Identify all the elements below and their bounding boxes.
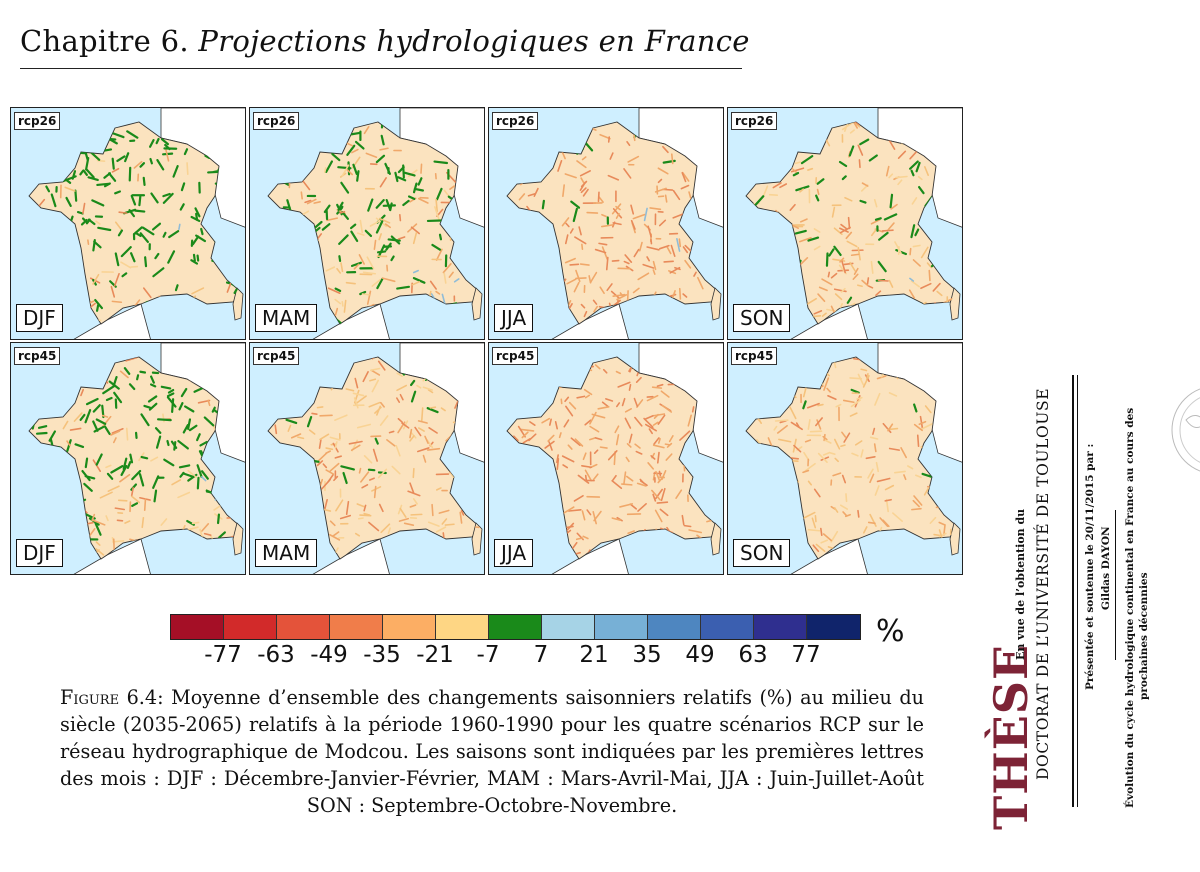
season-label: DJF — [16, 539, 63, 567]
university-seal-icon — [1171, 388, 1200, 472]
colorbar-swatch — [436, 615, 489, 639]
river-map-rcp26-jja: rcp26 JJA — [488, 107, 724, 340]
cover-rule — [1072, 375, 1074, 807]
cover-presented: Présentée et soutenue le 20/11/2015 par … — [1084, 443, 1096, 690]
colorbar-swatch — [489, 615, 542, 639]
chapter-title: Projections hydrologiques en France — [198, 24, 750, 58]
caption-text: Moyenne d’ensemble des changements saiso… — [60, 686, 924, 817]
colorbar-swatch — [595, 615, 648, 639]
cover-rule-thin — [1077, 375, 1078, 807]
colorbar-swatch — [224, 615, 277, 639]
cover-author: Gildas DAYON — [1100, 526, 1112, 610]
colorbar-swatch — [383, 615, 436, 639]
river-map-rcp26-son: rcp26 SON — [727, 107, 963, 340]
colorbar-swatch — [330, 615, 383, 639]
scenario-label: rcp45 — [253, 347, 300, 365]
river-map-rcp45-son: rcp45 SON — [727, 342, 963, 575]
cover-degree: DOCTORAT DE L’UNIVERSITÉ DE TOULOUSE — [1034, 387, 1052, 780]
colorbar-swatch — [277, 615, 330, 639]
season-label: SON — [733, 304, 791, 332]
colorbar-swatch — [542, 615, 595, 639]
scenario-label: rcp26 — [731, 112, 778, 130]
colorbar-tick-label: -63 — [257, 642, 295, 668]
colorbar-swatch — [171, 615, 224, 639]
river-map-rcp45-jja: rcp45 JJA — [488, 342, 724, 575]
cover-subject-line2: prochaines décennies — [1138, 572, 1150, 700]
chapter-number: Chapitre 6. — [20, 24, 189, 58]
cover-subject-line1: Évolution du cycle hydrologique continen… — [1124, 407, 1136, 808]
colorbar-swatch — [807, 615, 860, 639]
colorbar-tick-label: -49 — [310, 642, 348, 668]
scenario-label: rcp45 — [731, 347, 778, 365]
river-map-rcp26-mam: rcp26 MAM — [249, 107, 485, 340]
colorbar-swatch — [701, 615, 754, 639]
colorbar-tick-label: 35 — [632, 642, 662, 668]
caption-label: Figure 6.4: — [60, 686, 164, 709]
scenario-label: rcp45 — [14, 347, 61, 365]
colorbar — [170, 614, 861, 640]
cover-title: THÈSE — [984, 643, 1038, 830]
river-map-rcp45-djf: rcp45 DJF — [10, 342, 246, 575]
season-label: MAM — [255, 304, 318, 332]
colorbar-tick-label: 49 — [685, 642, 715, 668]
season-label: JJA — [494, 304, 534, 332]
header-rule — [20, 68, 742, 69]
colorbar-tick-label: -77 — [204, 642, 242, 668]
figure-map-grid: rcp26 DJF rcp26 MAM rcp26 JJA rcp26 SON rcp45 DJF… — [10, 107, 963, 577]
colorbar-tick-label: 63 — [738, 642, 768, 668]
colorbar-ticks: -77 -63 -49 -35 -21 -7 7 21 35 49 63 77 — [170, 642, 863, 670]
chapter-header: Chapitre 6. Projections hydrologiques en… — [20, 24, 750, 58]
cover-pre: En vue de l’obtention du — [1014, 508, 1027, 660]
figure-caption: Figure 6.4: Moyenne d’ensemble des chang… — [60, 684, 924, 819]
colorbar-tick-label: -21 — [416, 642, 454, 668]
season-label: MAM — [255, 539, 318, 567]
river-map-rcp45-mam: rcp45 MAM — [249, 342, 485, 575]
river-map-rcp26-djf: rcp26 DJF — [10, 107, 246, 340]
scenario-label: rcp45 — [492, 347, 539, 365]
cover-short-rule — [1115, 510, 1116, 660]
colorbar-swatch — [754, 615, 807, 639]
colorbar-tick-label: -35 — [363, 642, 401, 668]
colorbar-swatch — [648, 615, 701, 639]
colorbar-tick-label: -7 — [476, 642, 500, 668]
colorbar-tick-label: 77 — [791, 642, 821, 668]
season-label: JJA — [494, 539, 534, 567]
season-label: SON — [733, 539, 791, 567]
colorbar-unit: % — [876, 614, 905, 649]
thesis-cover-thumbnail: THÈSE En vue de l’obtention du DOCTORAT … — [978, 360, 1200, 872]
season-label: DJF — [16, 304, 63, 332]
scenario-label: rcp26 — [14, 112, 61, 130]
scenario-label: rcp26 — [492, 112, 539, 130]
colorbar-tick-label: 21 — [579, 642, 609, 668]
scenario-label: rcp26 — [253, 112, 300, 130]
colorbar-tick-label: 7 — [533, 642, 549, 668]
